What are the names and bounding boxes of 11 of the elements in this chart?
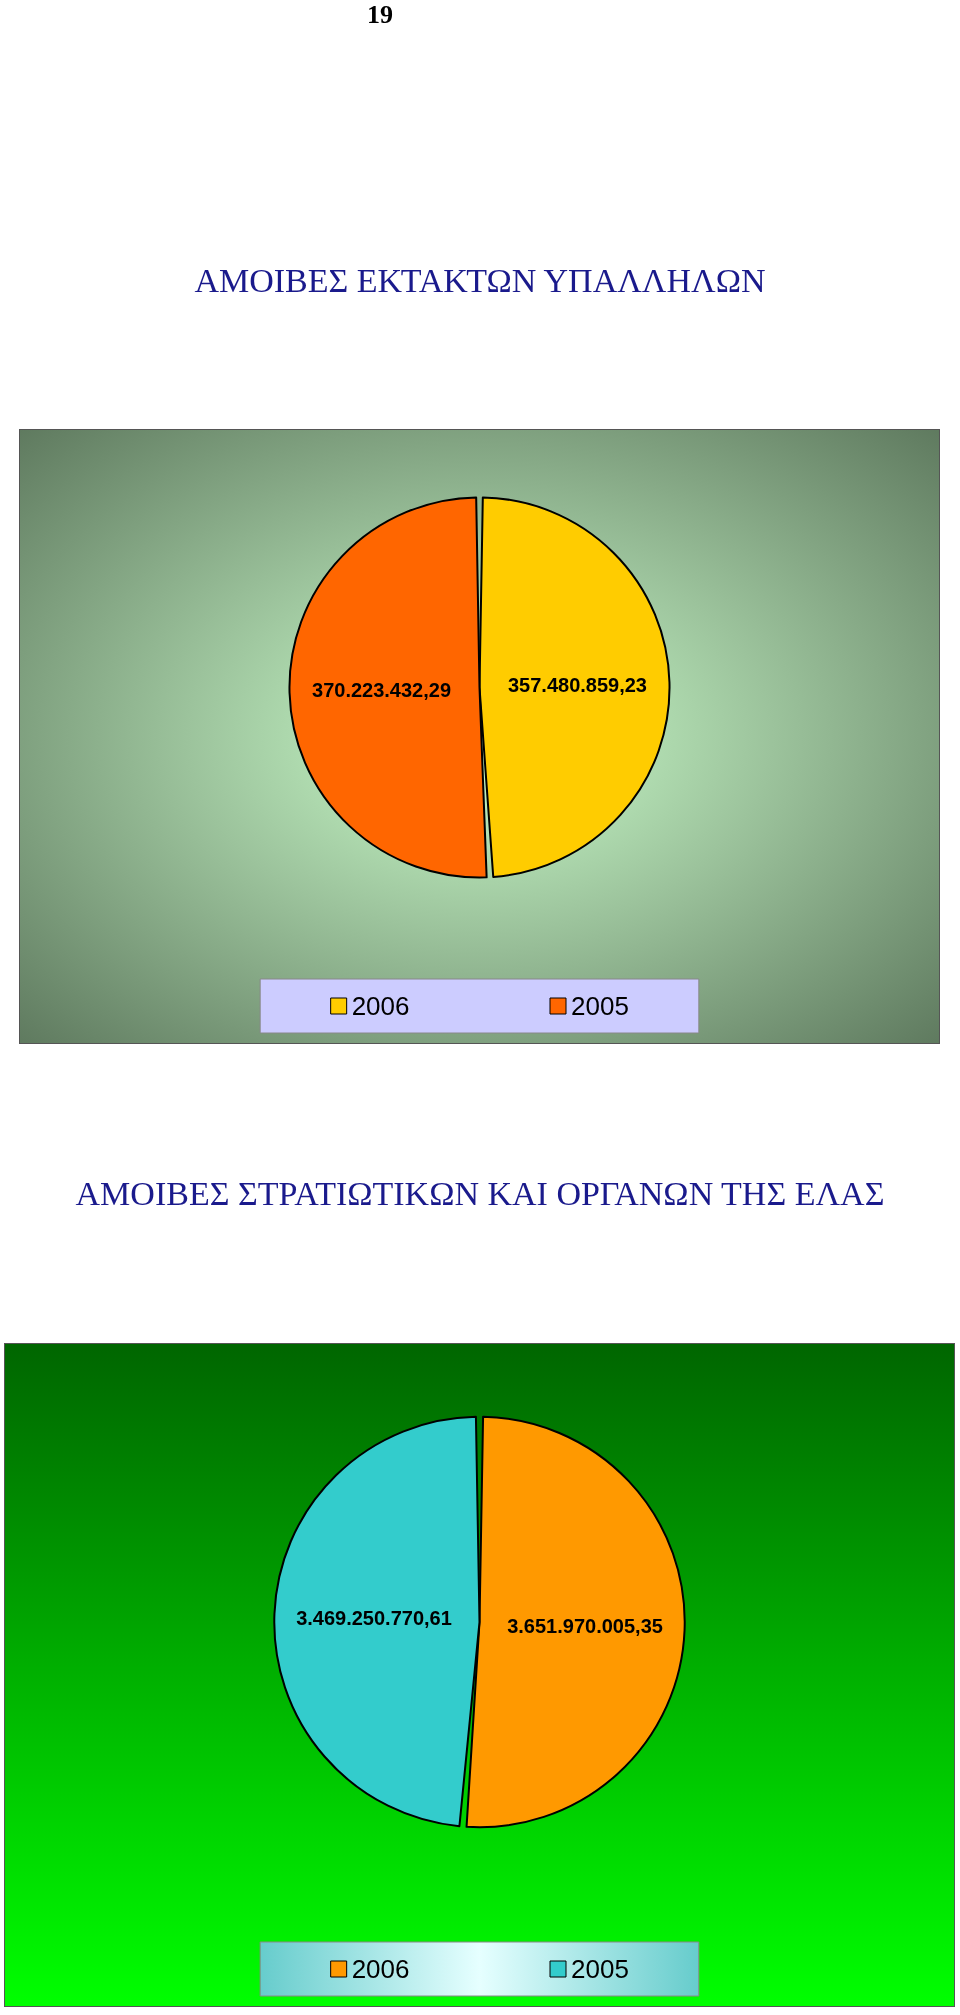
text: 19 [366,0,394,30]
legend-label: 2006 [351,991,410,1021]
legend-label: 2005 [571,1954,629,1984]
data-label: 370.223.432,29 [312,679,452,702]
data-label: 3.469.250.770,61 [296,1606,452,1629]
chart-title: ΑΜΟΙΒΕΣ ΕΚΤΑΚΤΩΝ ΥΠΑΛΛΗΛΩΝ [193,262,767,300]
chart-title: ΑΜΟΙΒΕΣ ΣΤΡΑΤΙΩΤΙΚΩΝ ΚΑΙ ΟΡΓΑΝΩΝ ΤΗΣ ΕΛΑΣ [74,1175,886,1213]
legend-label: 2005 [571,991,629,1021]
data-label: 357.480.859,23 [507,673,647,696]
data-label: 3.651.970.005,35 [507,1615,663,1638]
legend-label: 2006 [351,1954,410,1984]
